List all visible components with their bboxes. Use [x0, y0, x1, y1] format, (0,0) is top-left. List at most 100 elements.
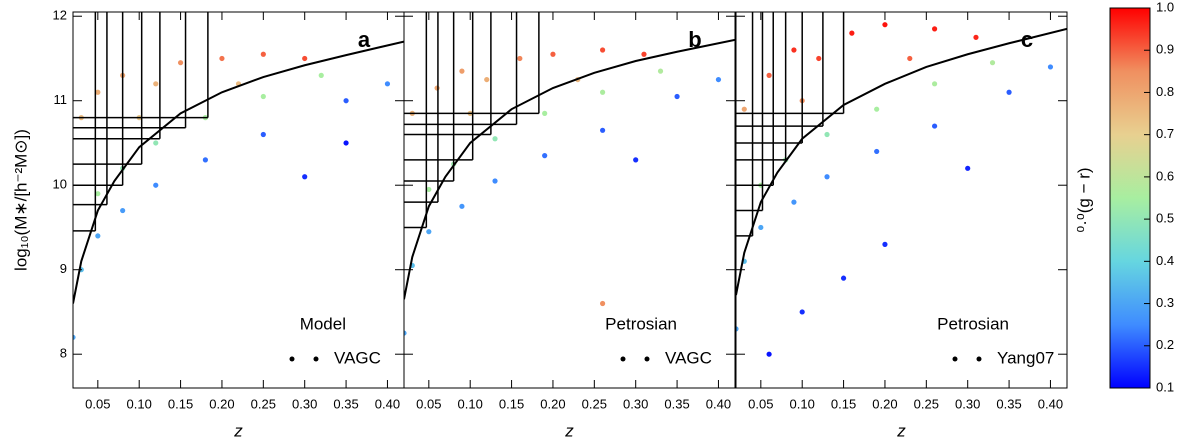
colorbar-tick-label: 0.1	[1156, 379, 1174, 394]
plot-area	[73, 12, 404, 340]
limit-curve	[73, 40, 404, 304]
point	[484, 76, 490, 83]
colorbar-tick-label: 0.4	[1156, 253, 1174, 268]
panel-label: b	[688, 27, 701, 52]
point	[799, 309, 805, 315]
sample-text: Yang07	[997, 348, 1054, 367]
legend-dot	[313, 356, 319, 362]
point	[824, 174, 830, 180]
point	[1047, 64, 1054, 70]
point	[674, 93, 680, 100]
x-tick-label: 0.20	[872, 396, 897, 411]
x-tick-label: 0.25	[914, 396, 939, 411]
point	[517, 55, 523, 62]
point	[758, 224, 764, 231]
colorbar-tick-label: 0.3	[1156, 295, 1174, 310]
point	[404, 330, 407, 336]
point	[1006, 89, 1012, 95]
x-axis-label: z	[233, 421, 243, 440]
point	[260, 93, 266, 100]
point	[791, 47, 797, 53]
legend-dot	[620, 356, 626, 362]
colorbar-tick-label: 0.7	[1156, 126, 1174, 141]
point	[736, 326, 739, 332]
point	[434, 85, 440, 91]
x-tick-label: 0.30	[292, 396, 317, 411]
x-tick-label: 0.15	[168, 396, 193, 411]
legend-dot	[289, 356, 295, 362]
colorbar-label: ⁰·⁰(g − r)	[1074, 167, 1093, 232]
point	[791, 199, 797, 205]
x-axis-label: z	[896, 421, 906, 440]
point	[426, 186, 432, 193]
point	[318, 72, 324, 78]
point	[153, 81, 159, 87]
x-tick-label: 0.35	[664, 396, 689, 411]
x-axis-label: z	[564, 421, 574, 440]
point	[657, 68, 664, 74]
point	[260, 131, 266, 138]
point	[766, 72, 772, 78]
point	[600, 89, 606, 95]
y-tick-label: 10	[53, 177, 67, 192]
point	[741, 106, 747, 112]
colorbar-tick-label: 0.5	[1156, 211, 1174, 226]
point	[343, 98, 349, 104]
point	[932, 81, 938, 87]
y-tick-label: 9	[60, 261, 67, 276]
panel-label: c	[1021, 27, 1033, 52]
limit-curve	[404, 38, 735, 300]
colorbar-tick-label: 1.0	[1156, 0, 1174, 14]
x-tick-label: 0.10	[127, 396, 152, 411]
point	[219, 55, 225, 62]
x-tick-label: 0.40	[375, 396, 400, 411]
point	[95, 89, 101, 95]
point	[849, 30, 855, 36]
point	[600, 300, 606, 307]
panel-label: a	[358, 27, 371, 52]
point	[973, 34, 979, 40]
point	[459, 68, 465, 74]
point	[932, 123, 938, 129]
colorbar-tick-label: 0.6	[1156, 168, 1174, 183]
x-tick-label: 0.30	[955, 396, 980, 411]
plot-area	[404, 12, 735, 336]
sample-text: VAGC	[665, 348, 712, 367]
legend-dot	[976, 356, 982, 362]
sample-text: Model	[300, 314, 346, 333]
y-tick-label: 8	[60, 346, 67, 361]
x-tick-label: 0.40	[1038, 396, 1063, 411]
panel-frame	[735, 11, 1068, 389]
point	[302, 55, 308, 62]
x-tick-label: 0.35	[333, 396, 358, 411]
point	[542, 110, 548, 116]
colorbar-tick-label: 0.2	[1156, 337, 1174, 352]
x-tick-label: 0.10	[458, 396, 483, 411]
colorbar-tick-label: 0.9	[1156, 42, 1174, 57]
point	[874, 106, 880, 112]
colorbar	[1109, 7, 1151, 389]
x-tick-label: 0.20	[540, 396, 565, 411]
x-tick-label: 0.15	[499, 396, 524, 411]
legend-dot	[952, 356, 958, 362]
y-tick-label: 11	[54, 92, 68, 107]
point	[965, 165, 971, 171]
point	[989, 60, 996, 66]
y-axis-label: log₁₀(M∗/[h⁻²M⊙])	[11, 129, 30, 271]
legend-dot	[644, 356, 650, 362]
point	[73, 334, 76, 340]
point	[766, 351, 772, 357]
point	[120, 207, 126, 214]
x-tick-label: 0.05	[416, 396, 441, 411]
sample-text: Petrosian	[605, 314, 677, 333]
x-tick-label: 0.30	[623, 396, 648, 411]
colorbar-tick-label: 0.8	[1156, 84, 1174, 99]
point	[459, 203, 465, 209]
x-tick-label: 0.20	[209, 396, 234, 411]
limit-curve	[736, 27, 1067, 296]
x-tick-label: 0.35	[996, 396, 1021, 411]
point	[600, 127, 606, 133]
point	[260, 51, 266, 57]
x-tick-label: 0.40	[706, 396, 731, 411]
